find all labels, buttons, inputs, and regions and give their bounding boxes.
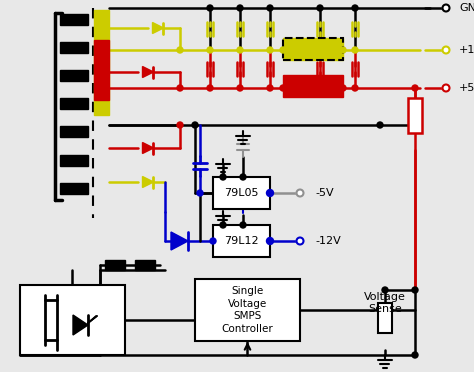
Circle shape — [352, 5, 358, 11]
Bar — [94, 10, 109, 115]
Circle shape — [443, 4, 449, 12]
Circle shape — [267, 85, 273, 91]
Circle shape — [280, 47, 286, 53]
Bar — [408, 98, 422, 133]
Bar — [60, 155, 88, 166]
Bar — [60, 98, 88, 109]
Circle shape — [317, 85, 323, 91]
Circle shape — [207, 85, 213, 91]
Circle shape — [192, 122, 198, 128]
Bar — [60, 126, 88, 137]
Circle shape — [237, 5, 243, 11]
Text: +5V: +5V — [459, 83, 474, 93]
Bar — [135, 260, 155, 270]
Circle shape — [297, 237, 303, 244]
Bar — [60, 42, 88, 53]
Bar — [378, 303, 392, 333]
Bar — [213, 177, 270, 209]
Circle shape — [240, 174, 246, 180]
Circle shape — [177, 47, 183, 53]
Text: 79L12: 79L12 — [224, 236, 259, 246]
Circle shape — [317, 5, 323, 11]
Text: -5V: -5V — [315, 188, 334, 198]
Bar — [283, 75, 343, 97]
Circle shape — [352, 47, 358, 53]
Circle shape — [177, 85, 183, 91]
Text: +12V: +12V — [459, 45, 474, 55]
Circle shape — [207, 5, 213, 11]
Circle shape — [197, 190, 203, 196]
Bar — [60, 183, 88, 194]
Bar — [283, 38, 343, 60]
Polygon shape — [153, 22, 164, 33]
Polygon shape — [73, 315, 88, 335]
Circle shape — [267, 47, 273, 53]
Bar — [94, 40, 109, 100]
Bar — [105, 260, 125, 270]
Circle shape — [266, 189, 273, 196]
Circle shape — [340, 85, 346, 91]
Circle shape — [237, 85, 243, 91]
Polygon shape — [143, 67, 154, 77]
Circle shape — [412, 85, 418, 91]
Text: Single
Voltage
SMPS
Controller: Single Voltage SMPS Controller — [222, 286, 273, 334]
Circle shape — [210, 238, 216, 244]
Circle shape — [237, 47, 243, 53]
Circle shape — [267, 5, 273, 11]
Circle shape — [297, 189, 303, 196]
Text: 79L05: 79L05 — [224, 188, 259, 198]
Circle shape — [412, 352, 418, 358]
Text: GND: GND — [459, 3, 474, 13]
Polygon shape — [143, 142, 154, 154]
Text: -12V: -12V — [315, 236, 341, 246]
Circle shape — [377, 122, 383, 128]
Circle shape — [443, 84, 449, 92]
Circle shape — [220, 222, 226, 228]
Polygon shape — [143, 176, 154, 187]
Circle shape — [340, 47, 346, 53]
Circle shape — [382, 287, 388, 293]
Circle shape — [266, 237, 273, 244]
Circle shape — [412, 287, 418, 293]
Text: Voltage
Sense: Voltage Sense — [364, 292, 406, 314]
Polygon shape — [171, 232, 188, 250]
Circle shape — [443, 46, 449, 54]
Circle shape — [220, 174, 226, 180]
Bar — [195, 279, 300, 341]
Circle shape — [177, 122, 183, 128]
Bar — [283, 38, 343, 60]
Circle shape — [352, 85, 358, 91]
Circle shape — [280, 85, 286, 91]
Bar — [213, 225, 270, 257]
Bar — [60, 14, 88, 25]
Circle shape — [207, 47, 213, 53]
Circle shape — [317, 47, 323, 53]
Bar — [20, 285, 125, 355]
Circle shape — [240, 222, 246, 228]
Bar — [60, 70, 88, 81]
